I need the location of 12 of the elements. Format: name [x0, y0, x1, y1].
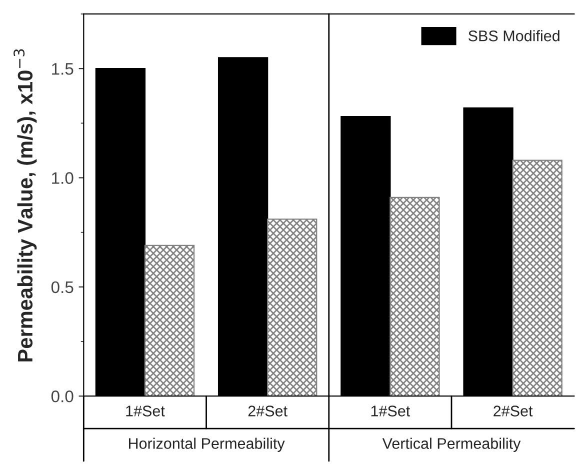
- y-axis-title: Permeability Value, (m/s), x10$^{−3}$: [14, 49, 37, 362]
- text: Vertical Permeability: [382, 438, 521, 452]
- y-tick-label: 0.0: [51, 390, 74, 402]
- y-tick-label: 1.0: [52, 172, 74, 184]
- x-tick-label: 2#Set: [494, 406, 533, 416]
- y-tick-label: 1.5: [52, 63, 74, 75]
- x-tick-label: 2#Set: [248, 406, 288, 416]
- legend-label: SBS Modified: [468, 30, 560, 42]
- x-tick-label: 1#Set: [371, 406, 410, 416]
- x-tick-label: 1#Set: [126, 406, 165, 416]
- y-tick-label: 0.5: [51, 281, 74, 294]
- text: Horizontal Permeability: [128, 438, 285, 452]
